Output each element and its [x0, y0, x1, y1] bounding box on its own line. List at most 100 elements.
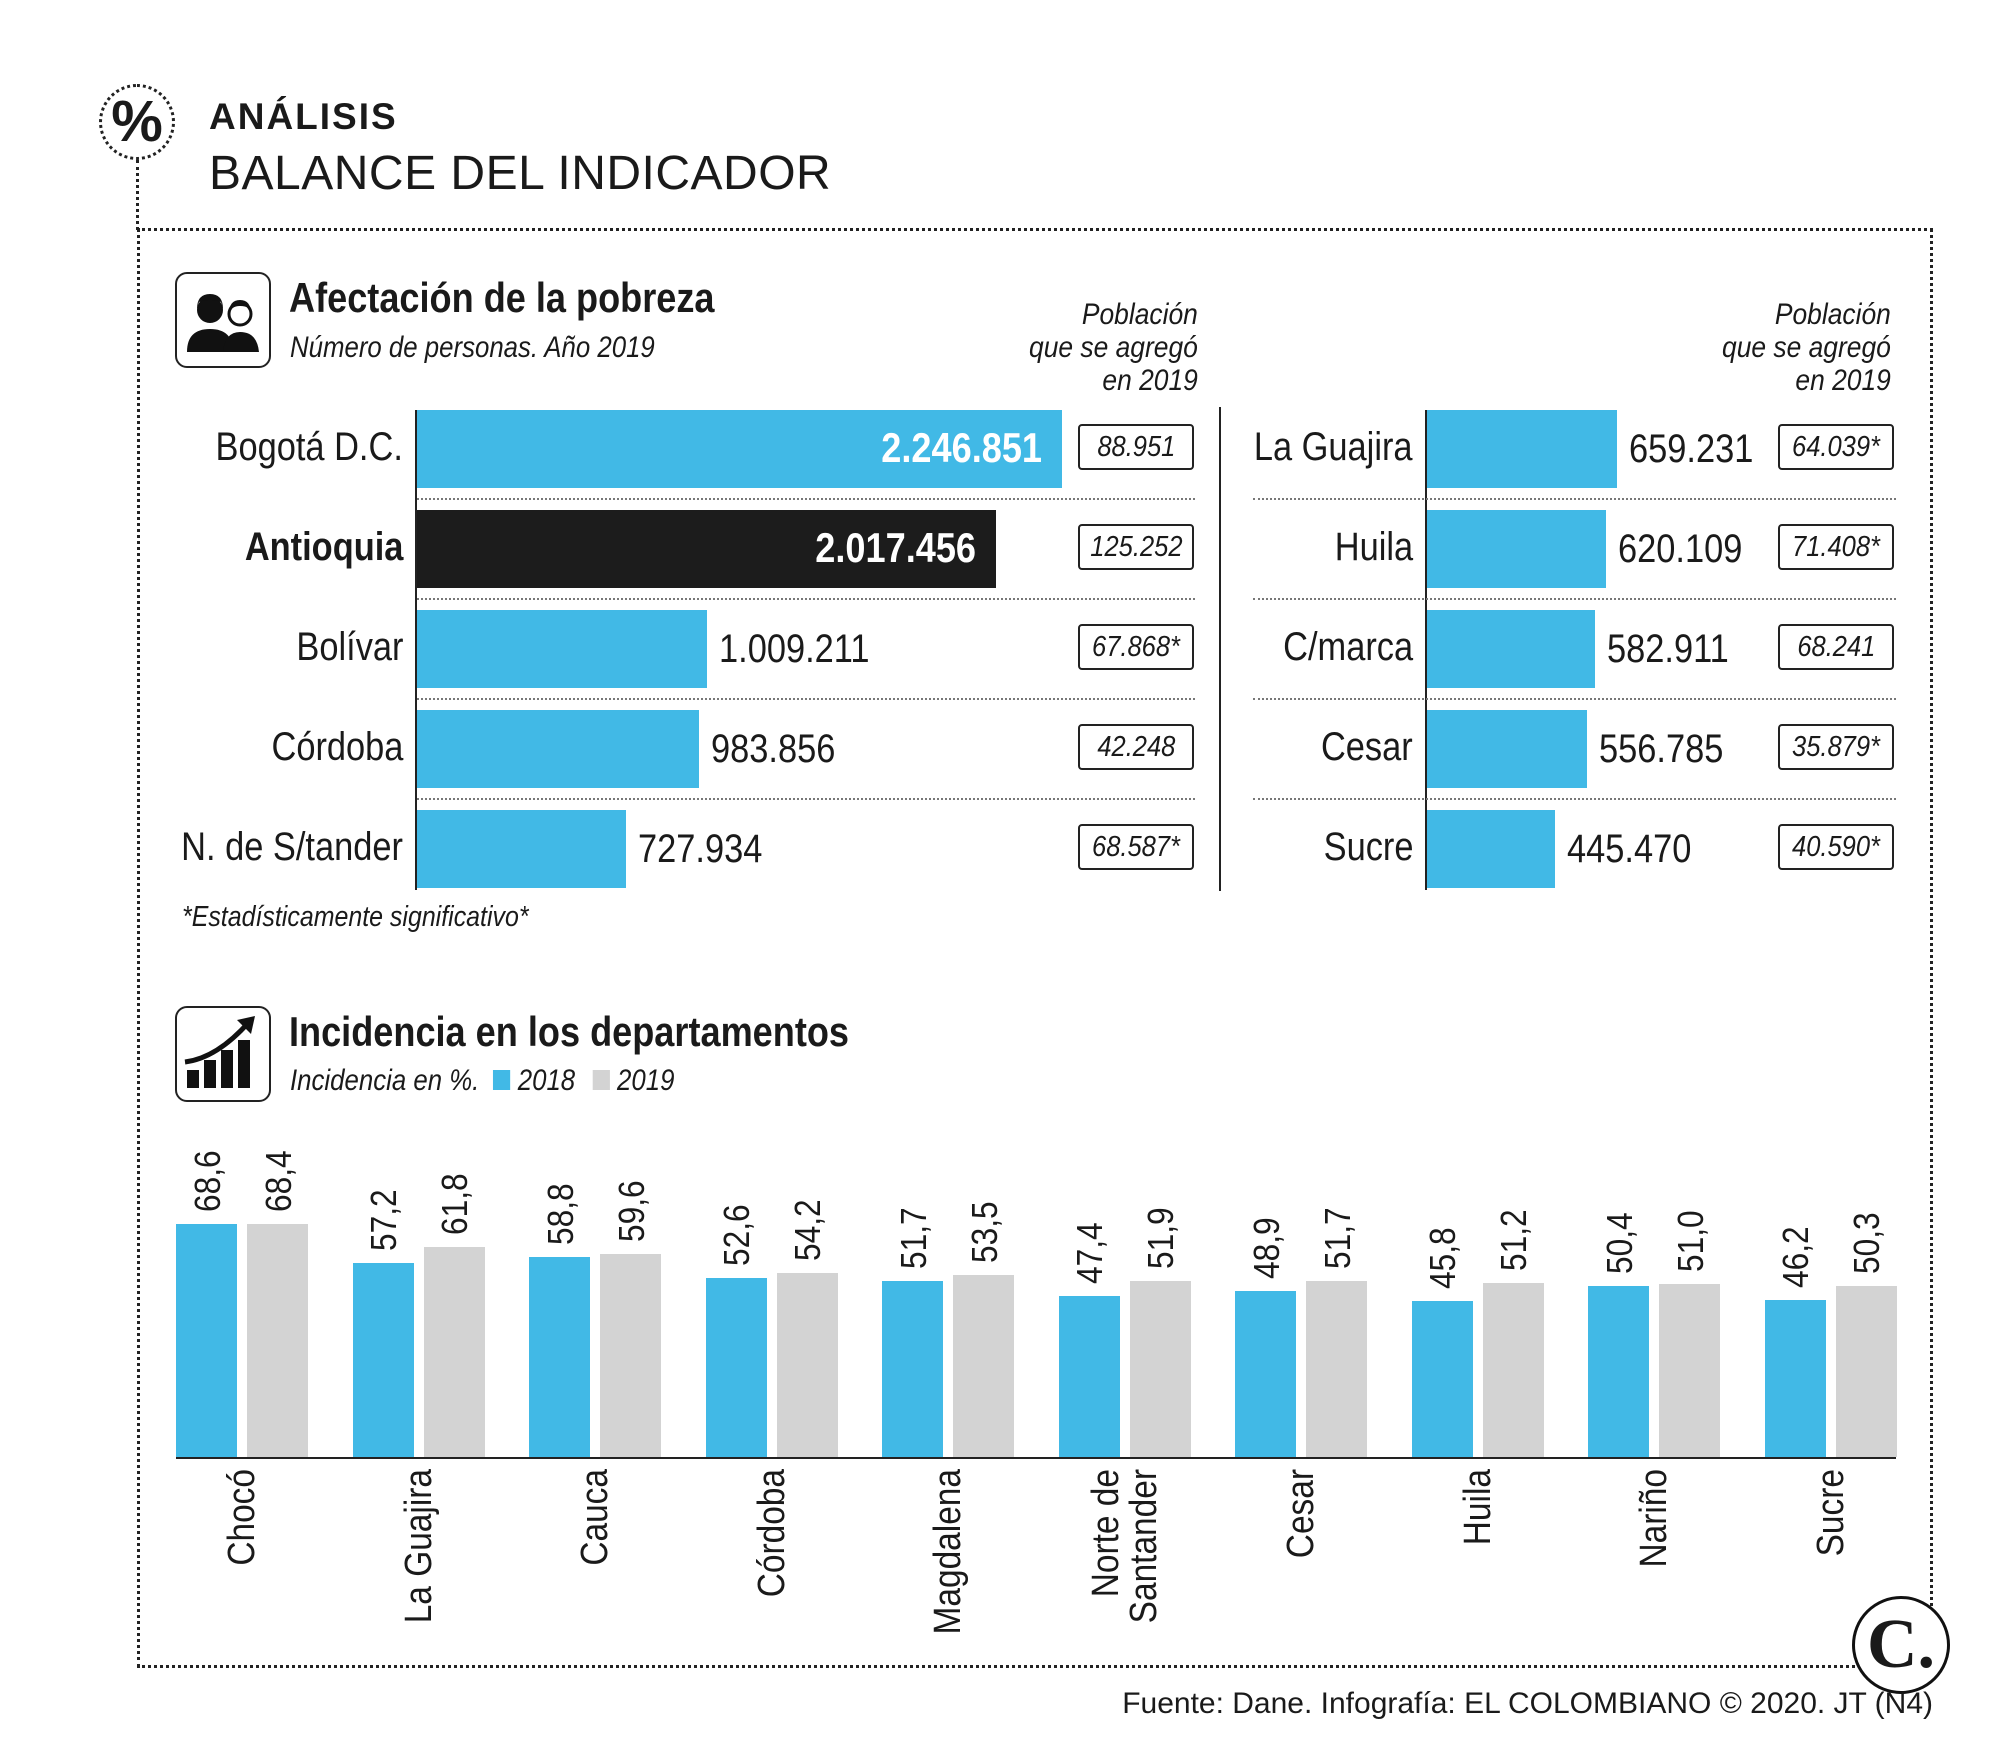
bar-value-label: 68,4: [257, 1150, 299, 1212]
bar-value-label: 51,7: [1316, 1207, 1358, 1269]
row-separator: [417, 498, 1195, 500]
added-value: 42.248: [1096, 731, 1176, 763]
bar: [1588, 1286, 1649, 1457]
legend-swatch-2018: [493, 1070, 511, 1090]
added-value-box: 88.951: [1078, 424, 1194, 470]
bar-value: 1.009.211: [719, 627, 870, 671]
bar: [1306, 1281, 1367, 1457]
bar-value-label: 51,7: [892, 1207, 934, 1269]
poverty-title: Afectación de la pobreza: [289, 274, 715, 321]
category-label: Huila: [1457, 1469, 1499, 1556]
bar: [1411, 1301, 1473, 1457]
bar-value-label: 50,3: [1846, 1212, 1887, 1274]
panel-divider: [1219, 407, 1221, 891]
category-label: Nariño: [1633, 1469, 1675, 1581]
added-value-box: 35.879*: [1778, 724, 1894, 770]
bar: [417, 710, 699, 788]
category-label-line: La Guajira: [397, 1469, 440, 1624]
row-label: Cesar: [1321, 725, 1413, 769]
bar-value-label: 59,6: [610, 1180, 652, 1242]
category-label: Chocó: [221, 1469, 263, 1579]
legend-label-2019: 2019: [617, 1064, 675, 1097]
added-value: 35.879*: [1792, 731, 1880, 763]
bar: [417, 610, 707, 688]
added-value-box: 71.408*: [1778, 524, 1894, 570]
category-label: La Guajira: [397, 1469, 440, 1644]
row-label: Bolívar: [295, 625, 403, 669]
source-credit: Fuente: Dane. Infografía: EL COLOMBIANO …: [1122, 1687, 1933, 1720]
leader-line: [136, 160, 139, 230]
row-separator: [417, 798, 1195, 800]
row-label: Córdoba: [271, 725, 403, 769]
row-label: Huila: [1334, 525, 1413, 569]
infographic-frame: [137, 228, 1933, 1668]
bar-value-label: 61,8: [434, 1173, 475, 1235]
bar-value-label: 46,2: [1775, 1226, 1816, 1288]
legend-label-2018: 2018: [517, 1064, 576, 1097]
poverty-subtitle: Número de personas. Año 2019: [290, 331, 655, 364]
bar: [1427, 410, 1617, 488]
added-value-box: 64.039*: [1778, 424, 1894, 470]
percent-badge-icon: %: [99, 84, 175, 160]
added-value: 71.408*: [1792, 531, 1880, 563]
bar-value: 445.470: [1567, 827, 1692, 871]
row-separator: [1253, 598, 1896, 600]
el-colombiano-logo: C.: [1852, 1596, 1950, 1694]
added-value-box: 67.868*: [1078, 624, 1194, 670]
bar-value-label: 57,2: [363, 1189, 404, 1251]
row-separator: [1253, 798, 1896, 800]
bar-value-label: 50,4: [1598, 1212, 1640, 1274]
added-value: 88.951: [1096, 431, 1176, 463]
row-separator: [1253, 698, 1896, 700]
category-label-line: Sucre: [1809, 1469, 1852, 1557]
category-label: Sucre: [1809, 1469, 1852, 1568]
bar: [247, 1224, 308, 1457]
bar: [423, 1247, 485, 1457]
bar-value-label: 52,6: [716, 1204, 757, 1266]
page-title: BALANCE DEL INDICADOR: [209, 147, 832, 200]
category-label-line: Cesar: [1280, 1469, 1322, 1559]
growth-chart-icon: [175, 1006, 271, 1102]
added-header-line: Población: [1775, 298, 1891, 331]
added-header-line: en 2019: [1795, 364, 1891, 397]
added-value: 67.868*: [1092, 631, 1180, 663]
bar: [953, 1275, 1014, 1457]
category-label-line: Nariño: [1633, 1469, 1675, 1568]
category-label-line: Magdalena: [927, 1469, 969, 1635]
category-label: Norte de Santander: [1084, 1469, 1165, 1644]
added-header-line: que se agregó: [1029, 331, 1198, 364]
category-label: Cauca: [574, 1469, 616, 1579]
bar: [417, 510, 996, 588]
added-value-box: 125.252: [1078, 524, 1194, 570]
row-label: N. de S/tander: [181, 825, 403, 869]
added-header-line: que se agregó: [1722, 331, 1891, 364]
bar-value: 582.911: [1607, 627, 1729, 671]
row-label: Bogotá D.C.: [215, 425, 403, 469]
row-label: C/marca: [1283, 625, 1413, 669]
category-label-line: Norte de: [1084, 1469, 1127, 1598]
bar: [1058, 1296, 1120, 1457]
bar-value-label: 54,2: [787, 1199, 828, 1261]
bar-value: 2.246.851: [881, 424, 1042, 471]
added-header-right: Población que se agregó en 2019: [1722, 298, 1891, 397]
category-label: Córdoba: [751, 1469, 793, 1615]
bar-value: 983.856: [711, 727, 836, 771]
category-label-line: Cauca: [574, 1469, 616, 1566]
row-separator: [417, 698, 1195, 700]
bar: [529, 1257, 590, 1457]
bar: [705, 1278, 767, 1457]
incidence-title: Incidencia en los departamentos: [289, 1008, 850, 1055]
bar-value: 727.934: [638, 827, 763, 871]
bar: [1427, 810, 1555, 888]
bar-value-label: 68,6: [186, 1150, 228, 1212]
bar: [1835, 1286, 1897, 1457]
people-icon: [175, 272, 271, 368]
added-value: 125.252: [1089, 531, 1183, 563]
bar-value-label: 51,0: [1669, 1210, 1711, 1272]
bar: [417, 410, 1062, 488]
added-header-line: en 2019: [1102, 364, 1198, 397]
bar-axis: [1425, 410, 1427, 890]
bar: [352, 1263, 414, 1457]
bar-value-label: 48,9: [1245, 1217, 1287, 1279]
bar: [1235, 1291, 1296, 1457]
